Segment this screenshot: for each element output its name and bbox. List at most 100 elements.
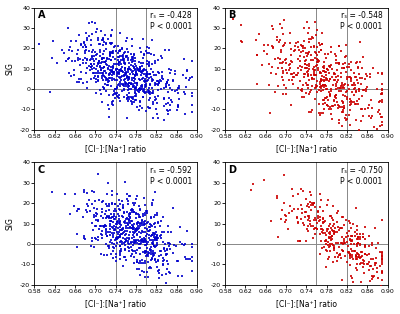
Point [137,66,143,71]
Point [148,256,155,261]
Point [326,231,333,236]
Point [322,239,329,244]
Point [124,75,130,80]
Point [293,73,300,78]
Point [141,52,147,57]
Point [121,255,128,260]
Point [158,236,164,241]
Point [130,208,136,213]
Point [97,65,103,70]
Point [182,84,189,89]
Point [84,201,90,206]
Point [141,78,147,84]
Point [277,38,283,43]
Point [347,253,353,258]
Point [182,254,188,259]
Point [148,222,154,227]
Point [100,252,107,257]
Point [353,205,359,210]
Point [121,58,128,63]
Point [132,89,138,94]
Point [297,238,303,243]
Point [322,83,328,88]
Point [145,61,152,66]
Point [326,64,333,69]
Point [138,221,145,226]
Point [144,241,150,246]
Point [104,192,110,197]
Point [282,219,288,225]
Point [88,54,95,59]
Point [164,79,170,84]
Point [128,81,134,86]
Point [115,44,122,49]
Point [112,57,118,62]
Point [307,89,314,95]
Point [327,93,334,98]
Point [321,66,327,71]
Point [349,253,356,258]
Point [113,92,120,97]
Point [119,54,125,59]
Point [114,226,121,231]
Point [130,248,137,253]
Point [336,244,342,249]
Point [267,110,273,115]
Point [314,227,320,232]
Point [119,264,126,269]
Point [310,72,317,77]
Point [318,198,324,203]
Point [105,66,112,71]
Point [110,219,116,224]
Point [280,70,286,75]
Point [133,81,140,86]
Point [330,82,336,87]
Point [357,232,363,237]
Point [353,253,360,258]
Point [340,106,347,111]
Point [134,266,140,271]
Point [168,99,175,104]
Point [351,241,357,246]
Point [160,117,167,122]
Point [114,82,121,87]
Point [353,257,359,262]
Point [140,95,146,100]
Point [163,258,170,263]
Point [318,224,324,229]
Point [152,212,158,217]
Point [108,219,114,224]
Point [376,112,383,117]
Point [131,99,138,104]
Point [128,245,134,250]
Point [298,216,304,221]
Point [360,234,366,239]
Point [312,49,318,54]
Point [285,62,292,68]
Point [125,74,132,79]
Point [122,79,128,84]
Point [128,57,134,62]
Point [349,249,356,254]
Point [150,91,156,96]
Point [306,214,312,219]
Point [354,236,361,241]
Point [140,68,147,73]
Point [282,61,289,66]
Point [142,82,148,87]
Point [100,49,107,54]
Point [92,73,98,78]
Point [129,252,135,257]
Point [356,96,362,101]
Point [369,273,375,278]
Point [153,107,160,112]
Point [353,129,360,134]
Point [343,218,349,223]
Point [351,71,357,76]
Point [306,62,312,67]
Point [111,44,117,49]
Point [114,51,121,56]
Point [356,255,362,260]
Point [136,67,142,72]
Point [111,211,118,216]
